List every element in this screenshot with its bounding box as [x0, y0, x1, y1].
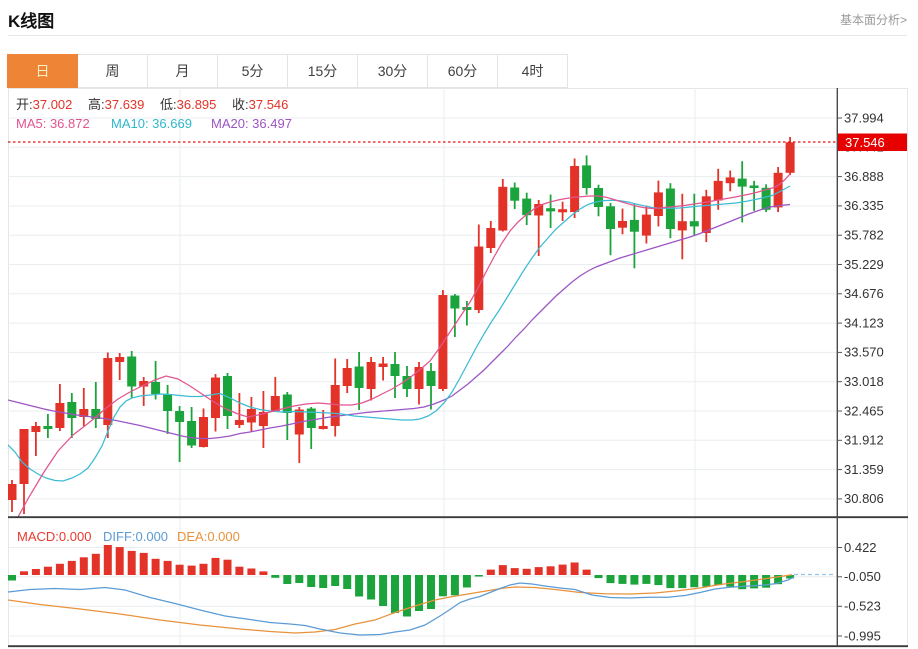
- svg-text:35.782: 35.782: [844, 228, 884, 243]
- svg-text:MA20: 36.497: MA20: 36.497: [211, 116, 292, 131]
- svg-text:-0.995: -0.995: [844, 628, 881, 643]
- svg-text:MACD:0.000: MACD:0.000: [17, 529, 91, 544]
- svg-text:35.229: 35.229: [844, 257, 884, 272]
- svg-text:MA10: 36.669: MA10: 36.669: [111, 116, 192, 131]
- svg-text:31.912: 31.912: [844, 433, 884, 448]
- svg-text:31.359: 31.359: [844, 462, 884, 477]
- svg-text:36.888: 36.888: [844, 169, 884, 184]
- svg-text:收:37.546: 收:37.546: [232, 97, 288, 112]
- svg-text:34.123: 34.123: [844, 315, 884, 330]
- svg-text:-0.050: -0.050: [844, 569, 881, 584]
- svg-text:MA5: 36.872: MA5: 36.872: [16, 116, 90, 131]
- svg-text:32.465: 32.465: [844, 403, 884, 418]
- svg-text:开:37.002: 开:37.002: [16, 97, 72, 112]
- svg-text:DEA:0.000: DEA:0.000: [177, 529, 240, 544]
- svg-text:0.422: 0.422: [844, 540, 877, 555]
- svg-text:高:37.639: 高:37.639: [88, 97, 144, 112]
- svg-text:DIFF:0.000: DIFF:0.000: [103, 529, 168, 544]
- svg-text:低:36.895: 低:36.895: [160, 97, 216, 112]
- svg-text:36.335: 36.335: [844, 198, 884, 213]
- svg-text:30.806: 30.806: [844, 491, 884, 506]
- svg-text:-0.523: -0.523: [844, 599, 881, 614]
- svg-text:33.570: 33.570: [844, 345, 884, 360]
- svg-text:37.546: 37.546: [845, 135, 885, 150]
- svg-text:33.018: 33.018: [844, 374, 884, 389]
- svg-text:34.676: 34.676: [844, 286, 884, 301]
- svg-text:37.994: 37.994: [844, 110, 884, 125]
